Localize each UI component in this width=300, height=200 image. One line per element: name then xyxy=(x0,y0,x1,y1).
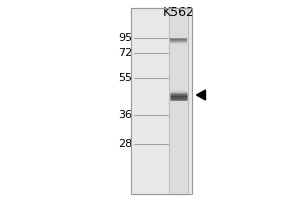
Text: 36: 36 xyxy=(118,110,132,120)
Polygon shape xyxy=(196,90,206,100)
Text: K562: K562 xyxy=(163,5,194,19)
Text: 28: 28 xyxy=(118,139,132,149)
Text: 72: 72 xyxy=(118,48,132,58)
Bar xyxy=(130,8,192,194)
Bar xyxy=(169,8,188,194)
Text: 55: 55 xyxy=(118,73,132,83)
Bar xyxy=(130,8,192,194)
Text: 95: 95 xyxy=(118,33,132,43)
